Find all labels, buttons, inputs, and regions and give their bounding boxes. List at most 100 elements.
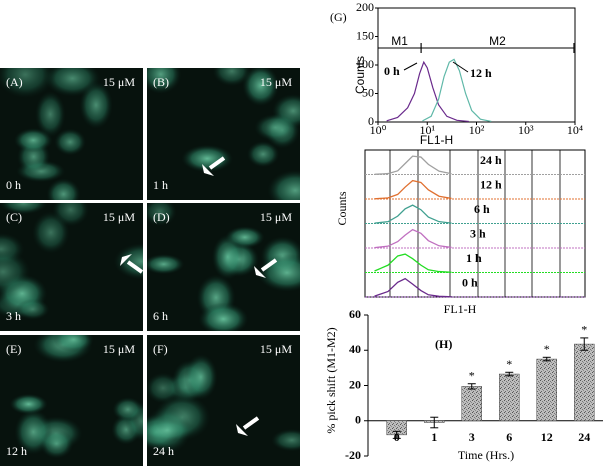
- cell: [79, 81, 113, 129]
- y-tick-label: 150: [356, 28, 374, 42]
- cell: [257, 253, 300, 292]
- cells: [147, 68, 300, 200]
- time-label: 1 h: [153, 178, 168, 192]
- error-bar: [580, 337, 589, 351]
- arrow: [242, 416, 260, 430]
- error-bar: [392, 430, 401, 439]
- concentration: 15 μM: [103, 342, 135, 356]
- cell: [181, 144, 234, 173]
- y-tick-label: 50: [362, 85, 374, 99]
- error-bar: [467, 383, 476, 390]
- arrow-head: [236, 424, 248, 436]
- cell: [246, 141, 280, 168]
- y-tick-label: 200: [356, 0, 374, 14]
- cell: [147, 68, 182, 94]
- y-tick-label: 60: [349, 307, 361, 321]
- arrow-head: [254, 266, 266, 278]
- series-label: 3 h: [470, 226, 486, 240]
- time-label: 12 h: [6, 444, 27, 458]
- cell: [16, 298, 50, 320]
- series-label: 6 h: [474, 202, 490, 216]
- arrow: [126, 260, 144, 274]
- panel-label: (B): [153, 75, 169, 89]
- cell: [212, 68, 252, 87]
- cell: [0, 249, 31, 294]
- histogram-line: [374, 204, 452, 224]
- cell: [198, 302, 249, 331]
- gate-name: M1: [391, 34, 408, 48]
- time-label: 24 h: [153, 444, 174, 458]
- histogram-line: [374, 155, 452, 175]
- cell: [267, 169, 300, 200]
- cell: [147, 254, 185, 275]
- x-axis-label: Time (Hrs.): [458, 448, 514, 462]
- concentration: 15 μM: [260, 342, 292, 356]
- histogram-line: [374, 179, 452, 200]
- x-axis-label: FL1-H: [444, 302, 477, 316]
- time-label: 3 h: [6, 309, 21, 323]
- cell: [112, 397, 143, 422]
- y-tick-label: 40: [349, 342, 361, 356]
- series-label: 0 h: [384, 64, 400, 78]
- series-label: 1 h: [466, 251, 482, 265]
- significance: *: [581, 323, 587, 337]
- panel-label: (D): [153, 210, 170, 224]
- series-label: 12 h: [480, 177, 502, 191]
- significance: *: [506, 357, 512, 371]
- cell: [271, 428, 300, 452]
- series-label: 12 h: [470, 66, 492, 80]
- time-label: 6 h: [153, 309, 168, 323]
- x-tick-label: 12: [541, 430, 553, 444]
- y-axis-label: Counts: [335, 191, 349, 225]
- concentration: 15 μM: [103, 75, 135, 89]
- histogram-line: [374, 277, 452, 298]
- y-tick-label: 100: [356, 57, 374, 71]
- histogram-line: [374, 253, 452, 273]
- cells: [0, 68, 113, 200]
- bar: [499, 373, 520, 422]
- cells: [9, 335, 143, 459]
- series-label: 24 h: [480, 153, 502, 167]
- cell: [0, 203, 48, 215]
- panel-label: (C): [6, 210, 22, 224]
- error-bar: [505, 371, 514, 377]
- x-tick-label: 0: [394, 430, 400, 444]
- panel-label: (H): [435, 337, 452, 351]
- cell: [54, 128, 86, 156]
- histogram-line: [374, 228, 452, 249]
- cell: [39, 428, 74, 459]
- cell: [9, 393, 48, 415]
- panel-label: (G): [330, 10, 347, 24]
- cell: [46, 178, 81, 200]
- x-tick-label: 10⁰: [370, 123, 387, 137]
- x-tick-label: 10³: [518, 123, 534, 137]
- significance: *: [544, 342, 550, 356]
- time-label: 0 h: [6, 178, 21, 192]
- x-tick-label: 10⁴: [567, 123, 583, 137]
- cell: [254, 113, 297, 142]
- concentration: 15 μM: [103, 210, 135, 224]
- y-axis-label: % pick shift (M1-M2): [324, 327, 338, 433]
- y-tick-label: 20: [349, 377, 361, 391]
- arrow: [208, 156, 226, 170]
- x-tick-label: 3: [469, 430, 475, 444]
- y-tick-label: 0: [368, 114, 374, 128]
- concentration: 15 μM: [260, 75, 292, 89]
- y-axis-label: Counts: [353, 56, 367, 94]
- error-bar: [430, 416, 439, 429]
- cell: [35, 91, 66, 138]
- series-label: 0 h: [462, 275, 478, 289]
- arrow: [260, 258, 278, 272]
- cell: [242, 68, 280, 107]
- x-tick-label: 6: [506, 430, 512, 444]
- concentration: 15 μM: [260, 210, 292, 224]
- x-tick-label: 10²: [469, 123, 485, 137]
- bar: [574, 343, 595, 421]
- x-tick-label: 24: [578, 430, 590, 444]
- x-axis-label: FL1-H: [420, 133, 453, 147]
- cell: [32, 211, 70, 254]
- cell: [184, 354, 218, 400]
- cell: [0, 68, 55, 99]
- pointer: [403, 62, 418, 71]
- histogram-line: [386, 60, 469, 123]
